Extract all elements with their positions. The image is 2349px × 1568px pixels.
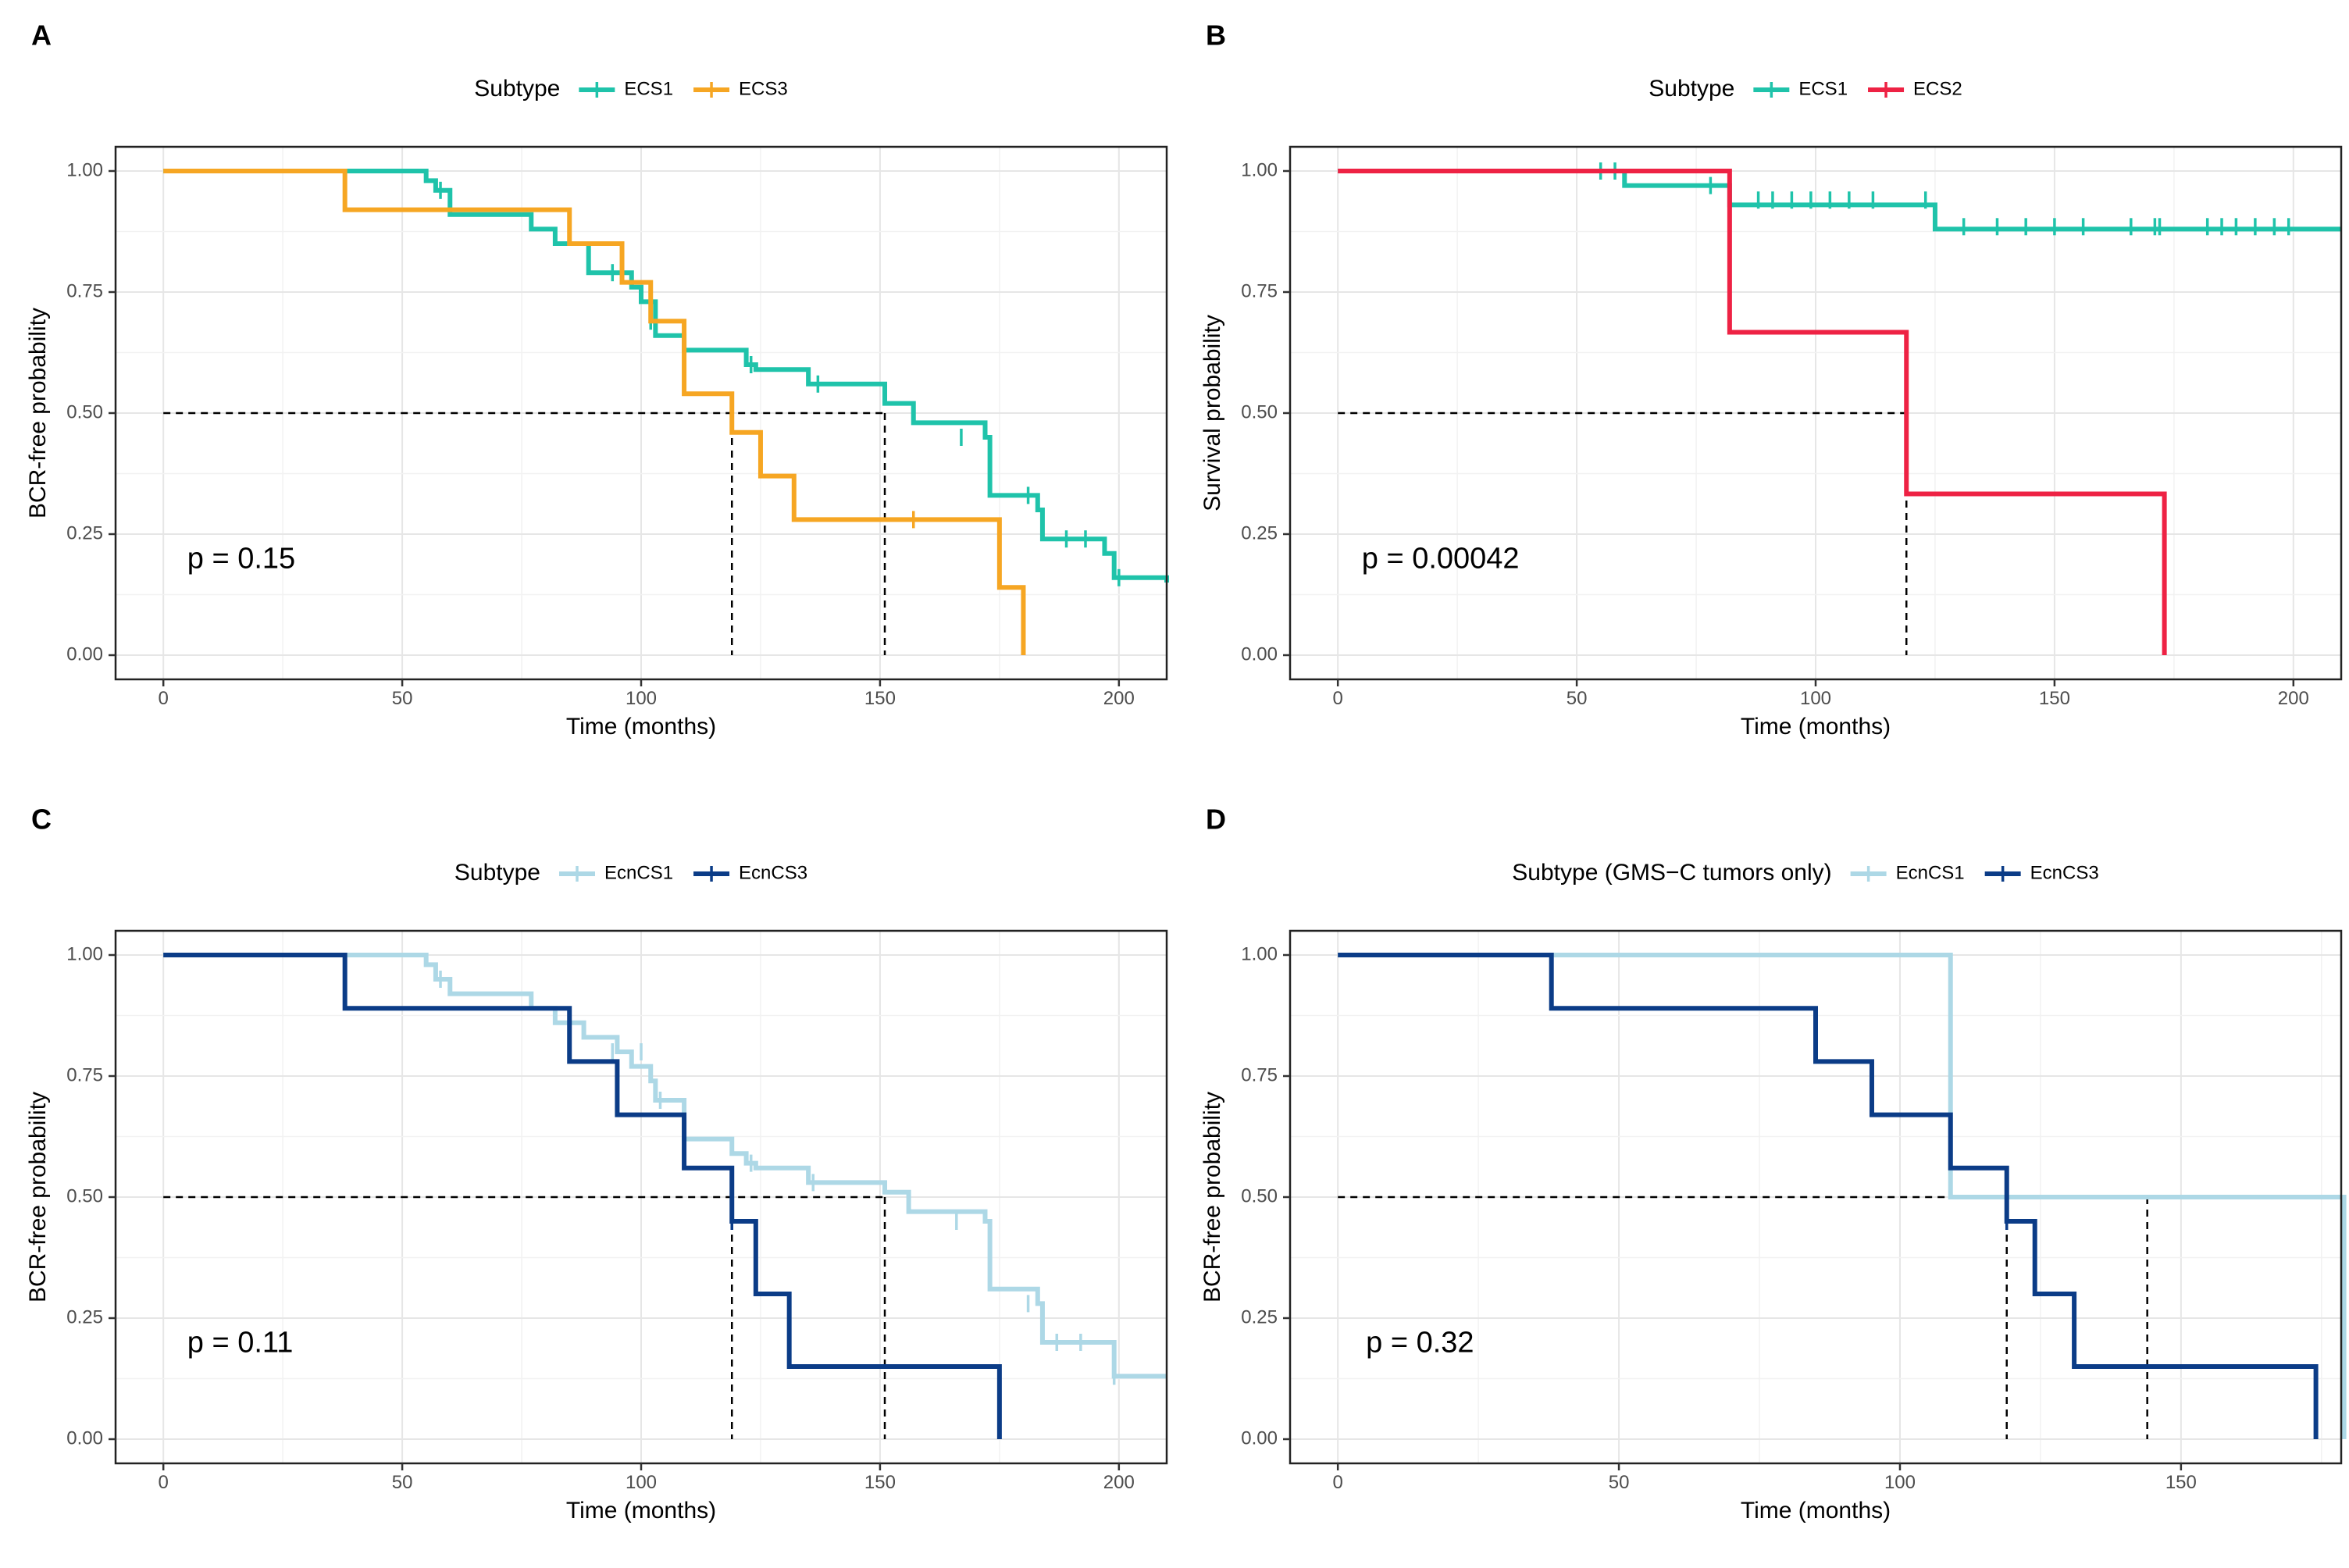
km-curve-ecncs3: [163, 953, 1002, 1439]
km-curve-ecncs1: [1338, 953, 2347, 1439]
x-tick-label: 100: [1800, 688, 1831, 709]
x-tick-label: 150: [864, 688, 896, 709]
legend-item-ecs1: ECS1: [1753, 78, 1848, 99]
x-tick-label: 50: [1609, 1472, 1630, 1493]
y-tick-label: 0.00: [1241, 643, 1278, 665]
legend-label: EcnCS1: [604, 862, 673, 883]
legend-label: EcnCS3: [2030, 862, 2099, 883]
x-axis-title: Time (months): [1741, 1498, 1891, 1523]
y-tick-label: 0.00: [1241, 1427, 1278, 1449]
x-tick-label: 50: [392, 688, 413, 709]
legend-label: ECS1: [624, 78, 673, 99]
y-axis-title: Survival probability: [1199, 315, 1225, 511]
y-tick-label: 0.50: [1241, 1185, 1278, 1206]
p-value-label: p = 0.15: [187, 542, 295, 575]
x-tick-label: 150: [2165, 1472, 2197, 1493]
panel-c: C 0 50 100 150 200 0.00 0.25 0.50 0.75 1.00 Time (m…: [0, 784, 1174, 1568]
legend-label: ECS1: [1798, 78, 1848, 99]
p-value-label: p = 0.11: [187, 1326, 294, 1359]
legend-title: Subtype: [474, 76, 560, 102]
km-plot-a: A 0 50 100 150 200 0.00 0.25 0.50 0.75 1.00 Time (m…: [25, 20, 1169, 739]
y-tick-label: 0.50: [66, 1185, 103, 1206]
legend-item-ecncs1: EcnCS1: [559, 862, 673, 883]
x-axis-title: Time (months): [566, 1498, 716, 1523]
panel-label: D: [1206, 804, 1226, 836]
legend-item-ecncs3: EcnCS3: [693, 862, 807, 883]
km-plot-c: C 0 50 100 150 200 0.00 0.25 0.50 0.75 1.00 Time (m…: [25, 804, 1168, 1523]
y-tick-label: 0.25: [1241, 522, 1278, 543]
y-tick-label: 0.75: [66, 280, 103, 301]
x-tick-label: 200: [1103, 1472, 1135, 1493]
x-tick-label: 100: [626, 1472, 657, 1493]
x-tick-label: 50: [392, 1472, 413, 1493]
legend-item-ecncs1: EcnCS1: [1850, 862, 1965, 883]
y-tick-label: 0.25: [66, 1306, 103, 1327]
panel-d: D 0 50 100 150 0.00 0.25 0.50 0.75 1.00 Time (mont…: [1174, 784, 2349, 1568]
km-curve-ecs3: [163, 169, 1026, 655]
legend-item-ecs3: ECS3: [693, 78, 788, 99]
legend-label: EcnCS1: [1896, 862, 1965, 883]
x-axis-title: Time (months): [1741, 714, 1891, 739]
y-tick-label: 0.75: [1241, 280, 1278, 301]
km-plot-d: D 0 50 100 150 0.00 0.25 0.50 0.75 1.00 Time (mont…: [1199, 804, 2347, 1523]
x-tick-label: 50: [1567, 688, 1588, 709]
y-tick-label: 0.00: [66, 643, 103, 665]
legend-label: ECS3: [739, 78, 788, 99]
y-axis-title: BCR-free probability: [25, 1092, 51, 1303]
y-axis-title: BCR-free probability: [25, 308, 51, 519]
km-plot-b: B 0 50 100 150 200 0.00 0.25 0.50 0.75 1.00 Time (m…: [1199, 20, 2343, 739]
y-tick-label: 0.25: [66, 522, 103, 543]
legend-title: Subtype: [454, 860, 540, 886]
panel-label: A: [31, 20, 52, 52]
legend-item-ecncs3: EcnCS3: [1984, 862, 2099, 883]
x-tick-label: 150: [864, 1472, 896, 1493]
y-axis-title: BCR-free probability: [1199, 1092, 1225, 1303]
x-tick-label: 200: [2278, 688, 2309, 709]
km-curve-ecs2: [1338, 169, 2167, 655]
y-tick-label: 0.75: [66, 1064, 103, 1085]
p-value-label: p = 0.00042: [1362, 542, 1520, 575]
y-tick-label: 1.00: [1241, 943, 1278, 964]
km-curve-ecs1: [163, 169, 1169, 583]
x-tick-label: 150: [2039, 688, 2070, 709]
x-tick-label: 0: [159, 1472, 169, 1493]
km-curve-ecncs1: [163, 953, 1167, 1379]
y-tick-label: 0.50: [1241, 401, 1278, 422]
legend-title: Subtype (GMS−C tumors only): [1512, 860, 1831, 886]
x-tick-label: 0: [1333, 1472, 1343, 1493]
p-value-label: p = 0.32: [1366, 1326, 1474, 1359]
y-tick-label: 1.00: [66, 943, 103, 964]
x-tick-label: 0: [159, 688, 169, 709]
panel-b: B 0 50 100 150 200 0.00 0.25 0.50 0.75 1.00 Time (m…: [1174, 0, 2349, 784]
legend-item-ecs2: ECS2: [1868, 78, 1962, 99]
legend-item-ecs1: ECS1: [579, 78, 673, 99]
km-curve-ecncs3: [1338, 953, 2319, 1439]
panel-label: B: [1206, 20, 1226, 52]
y-tick-label: 0.50: [66, 401, 103, 422]
legend-label: ECS2: [1913, 78, 1962, 99]
x-axis-title: Time (months): [566, 714, 716, 739]
y-tick-label: 0.75: [1241, 1064, 1278, 1085]
panel-a: A 0 50 100 150 200 0.00 0.25 0.50 0.75 1.00 Time (m…: [0, 0, 1174, 784]
legend-label: EcnCS3: [739, 862, 807, 883]
panel-label: C: [31, 804, 52, 836]
x-tick-label: 0: [1333, 688, 1343, 709]
y-tick-label: 0.00: [66, 1427, 103, 1449]
legend-title: Subtype: [1649, 76, 1734, 102]
x-tick-label: 100: [1884, 1472, 1916, 1493]
y-tick-label: 0.25: [1241, 1306, 1278, 1327]
x-tick-label: 100: [626, 688, 657, 709]
y-tick-label: 1.00: [1241, 159, 1278, 180]
y-tick-label: 1.00: [66, 159, 103, 180]
x-tick-label: 200: [1103, 688, 1135, 709]
